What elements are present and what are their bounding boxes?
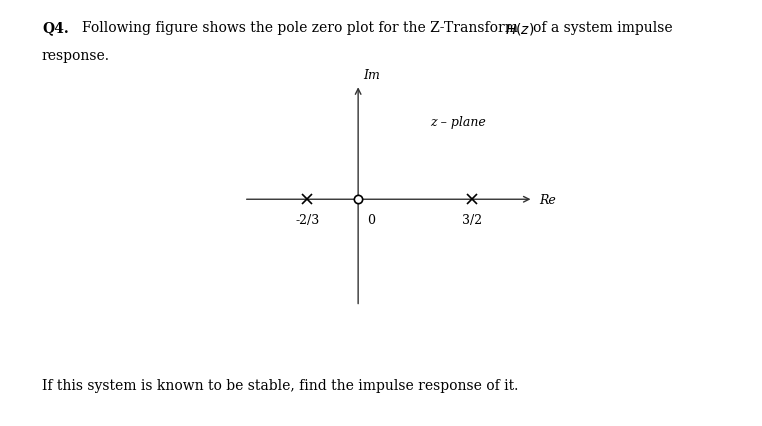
Text: 3/2: 3/2 (463, 213, 482, 227)
Text: of a system impulse: of a system impulse (533, 21, 673, 35)
Text: Im: Im (363, 69, 379, 82)
Text: $H(z)$: $H(z)$ (505, 21, 534, 37)
Text: Re: Re (539, 193, 556, 206)
Text: -2/3: -2/3 (295, 213, 319, 227)
Text: Following figure shows the pole zero plot for the Z-Transform: Following figure shows the pole zero plo… (82, 21, 517, 35)
Text: 0: 0 (367, 213, 375, 227)
Text: z – plane: z – plane (431, 116, 486, 129)
Text: response.: response. (42, 49, 110, 63)
Text: Q4.: Q4. (42, 21, 69, 35)
Text: If this system is known to be stable, find the impulse response of it.: If this system is known to be stable, fi… (42, 378, 518, 392)
